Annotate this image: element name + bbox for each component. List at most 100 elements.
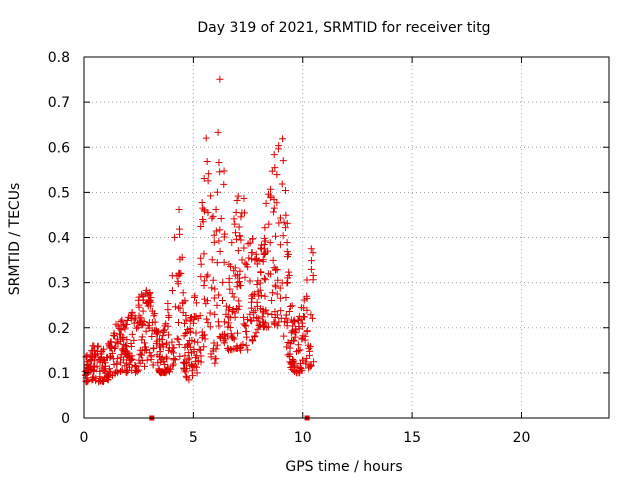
data-point <box>294 341 302 349</box>
data-point <box>241 259 249 267</box>
chart-title: Day 319 of 2021, SRMTID for receiver tit… <box>197 20 490 36</box>
data-point <box>188 336 196 344</box>
data-point <box>204 271 212 279</box>
data-point <box>121 342 129 350</box>
data-point <box>278 279 286 287</box>
data-point <box>296 369 304 377</box>
data-point <box>290 316 298 324</box>
data-point <box>175 271 183 279</box>
data-point <box>249 235 257 243</box>
data-point <box>299 332 307 340</box>
data-point <box>238 209 246 217</box>
data-point <box>224 344 232 352</box>
data-point <box>208 284 216 292</box>
data-point <box>264 310 272 318</box>
data-point <box>261 276 269 284</box>
data-point <box>181 319 189 327</box>
data-point <box>251 256 259 264</box>
data-point <box>268 310 276 318</box>
data-point <box>174 277 182 285</box>
data-point <box>236 232 244 240</box>
data-point <box>228 290 236 298</box>
data-point <box>206 323 214 331</box>
data-point <box>244 240 252 248</box>
data-point <box>303 292 311 300</box>
data-point <box>225 278 233 286</box>
data-point <box>197 254 205 262</box>
data-point <box>227 330 235 338</box>
data-point <box>253 280 261 288</box>
data-point <box>153 351 161 359</box>
data-point <box>256 286 264 294</box>
data-point <box>191 292 199 300</box>
data-point <box>261 224 269 232</box>
data-point <box>163 355 171 363</box>
data-point <box>238 256 246 264</box>
data-point <box>253 255 261 263</box>
data-point <box>113 360 121 368</box>
data-point <box>203 315 211 323</box>
data-point <box>106 365 114 373</box>
data-point <box>216 247 224 255</box>
data-point <box>233 197 241 205</box>
data-point <box>267 270 275 278</box>
data-point <box>246 277 254 285</box>
data-point <box>282 294 290 302</box>
data-point <box>213 341 221 349</box>
data-point <box>201 335 209 343</box>
data-point <box>253 260 261 268</box>
data-point <box>245 254 253 262</box>
data-point <box>96 367 104 375</box>
data-point <box>242 322 250 330</box>
data-point <box>134 296 142 304</box>
data-point <box>267 192 275 200</box>
data-point <box>291 326 299 334</box>
data-point <box>257 268 265 276</box>
data-point <box>240 194 248 202</box>
data-point <box>83 377 91 385</box>
data-point <box>138 333 146 341</box>
data-point <box>306 347 314 355</box>
data-point <box>144 302 152 310</box>
data-point <box>250 314 258 322</box>
data-point <box>234 305 242 313</box>
data-point <box>236 274 244 282</box>
data-point <box>92 351 100 359</box>
data-point <box>211 310 219 318</box>
data-point <box>217 334 225 342</box>
data-point <box>276 241 284 249</box>
data-point <box>111 368 119 376</box>
data-point <box>169 360 177 368</box>
data-point <box>274 276 282 284</box>
data-point <box>101 374 109 382</box>
data-point <box>230 215 238 223</box>
data-point <box>281 318 289 326</box>
data-point <box>131 361 139 369</box>
data-point <box>228 346 236 354</box>
data-point <box>248 292 256 300</box>
data-point <box>279 232 287 240</box>
data-point <box>222 335 230 343</box>
data-point <box>212 345 220 353</box>
data-point <box>197 352 205 360</box>
data-point <box>256 279 264 287</box>
data-point <box>105 341 113 349</box>
data-point <box>160 328 168 336</box>
data-point <box>184 356 192 364</box>
data-point <box>218 331 226 339</box>
data-point <box>123 316 131 324</box>
data-point <box>125 350 133 358</box>
data-point <box>119 346 127 354</box>
data-point <box>279 135 287 143</box>
data-point <box>222 302 230 310</box>
data-point <box>289 337 297 345</box>
data-point <box>217 215 225 223</box>
data-point <box>283 253 291 261</box>
data-point <box>302 358 310 366</box>
data-point <box>128 356 136 364</box>
data-point <box>286 344 294 352</box>
data-point <box>231 220 239 228</box>
data-point <box>179 289 187 297</box>
data-point <box>216 75 224 83</box>
data-point <box>307 265 315 273</box>
